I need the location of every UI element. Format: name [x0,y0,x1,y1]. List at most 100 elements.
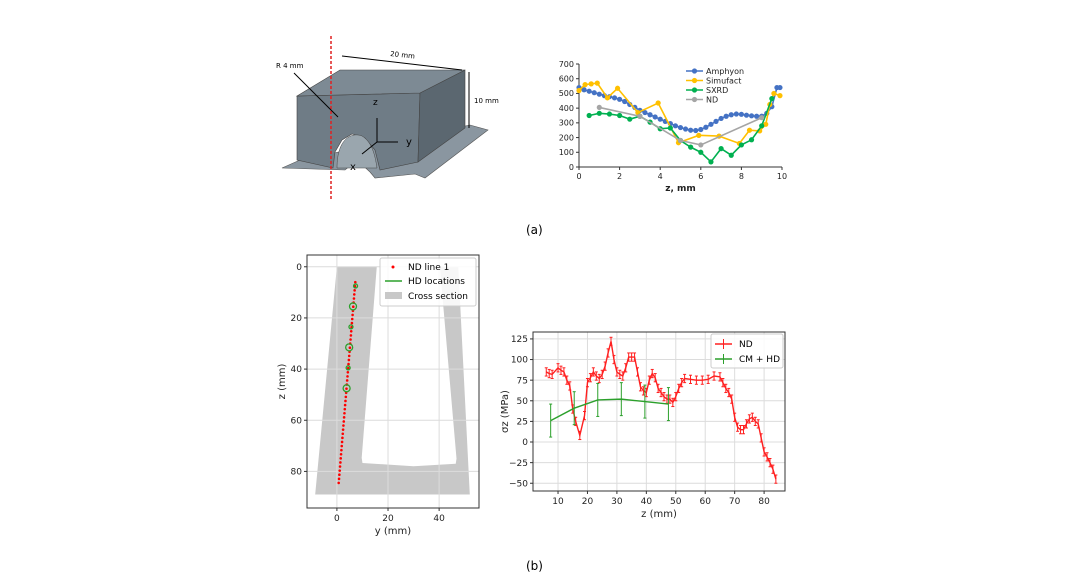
x-tick-label: 60 [699,497,711,507]
data-point [606,111,613,117]
x-tick-label: 40 [433,514,445,524]
x-tick-label: 4 [658,172,663,181]
x-tick-label: 8 [739,172,744,181]
x-tick-label: 70 [729,497,741,507]
data-point [582,82,588,88]
data-point [672,123,679,129]
nd-point [341,436,344,440]
y-tick-label: 200 [559,133,574,142]
cross-section-map-chart: 0 20 40 0 20 40 60 80 y (mm) z (mm) ND line 1 HD lo… [277,254,480,537]
data-point [627,116,633,122]
x-tick-label: 10 [777,172,787,181]
series-line [550,398,669,422]
nd-point [346,366,350,370]
nd-point [342,424,345,427]
data-point [682,126,689,132]
data-point [713,118,719,124]
plot-frame [532,331,786,492]
data-point [718,146,724,152]
nd-point [341,428,345,431]
nd-point [342,420,346,423]
y-tick-label: 80 [291,468,303,478]
data-point [622,98,628,105]
data-point [693,127,699,134]
x-axis-label: z (mm) [641,509,677,520]
data-point [596,104,602,111]
data-point [617,112,623,119]
nd-point [344,395,348,399]
data-point [723,113,729,119]
legend-marker [691,87,698,93]
y-tick-label: 60 [291,416,303,426]
cross-section-shape [315,266,470,495]
y-axis-label: σz (MPa) [500,390,511,433]
data-point [617,96,623,102]
hd-location-marker [345,343,354,352]
nd-point [342,416,346,419]
part-top-face [295,69,466,97]
data-point [777,84,783,91]
radius-arrow [293,72,339,118]
data-point [696,132,702,138]
x-tick-label: 10 [552,497,564,507]
hd-location-marker [342,384,351,393]
data-point [611,95,618,101]
data-point [591,90,597,96]
data-point [748,113,755,119]
hd-location-marker [345,365,351,371]
axis-y-label: y [406,137,412,148]
hd-location-marker [348,302,358,311]
y-tick-label: 20 [291,314,303,324]
nd-point [338,469,342,472]
nd-point [349,338,352,341]
axis-z-label: z [373,98,378,108]
y-tick-label: 100 [559,148,574,157]
legend-label: ND [706,96,718,105]
nd-point [337,477,341,481]
x-tick-label: 2 [617,172,622,181]
x-tick-label: 30 [611,497,623,507]
nd-point [347,358,351,362]
data-point [632,104,638,111]
data-point [586,88,592,94]
nd-point [340,440,344,444]
data-point [769,95,775,102]
data-point [677,137,684,144]
plot-frame [306,254,480,509]
legend-label: Amphyon [706,67,744,76]
length-arrow [341,55,463,71]
y-tick-label: 400 [559,104,574,113]
legend-box [379,257,477,307]
data-point [754,113,760,119]
y-tick-label: 700 [559,60,574,69]
nd-point [346,370,350,374]
nd-point [345,379,349,382]
data-point [743,112,750,118]
data-point [677,124,684,131]
y-tick-label: 0 [296,263,302,273]
data-point [733,111,739,117]
x-tick-label: 20 [382,514,394,524]
legend-label: ND line 1 [408,263,449,273]
data-point [652,114,658,120]
dim-length-label: 20 mm [390,50,416,61]
axis-x-label: x [350,162,356,173]
data-point [748,137,755,143]
data-point [588,81,594,87]
data-point [708,121,714,127]
x-axis-label: y (mm) [375,526,411,537]
series-nd [596,104,765,148]
dim-radius-label: R 4 mm [276,62,304,70]
data-point [763,121,769,127]
data-point [614,85,621,91]
nd-point [352,293,356,296]
nd-point [351,313,354,317]
data-point [759,115,765,121]
nd-point [339,457,343,460]
nd-point [350,321,354,325]
legend-patch-cross-section [385,292,402,299]
x-axis-label: z, mm [665,184,696,194]
nd-point [340,448,343,452]
y-tick-label: 0 [522,438,528,448]
